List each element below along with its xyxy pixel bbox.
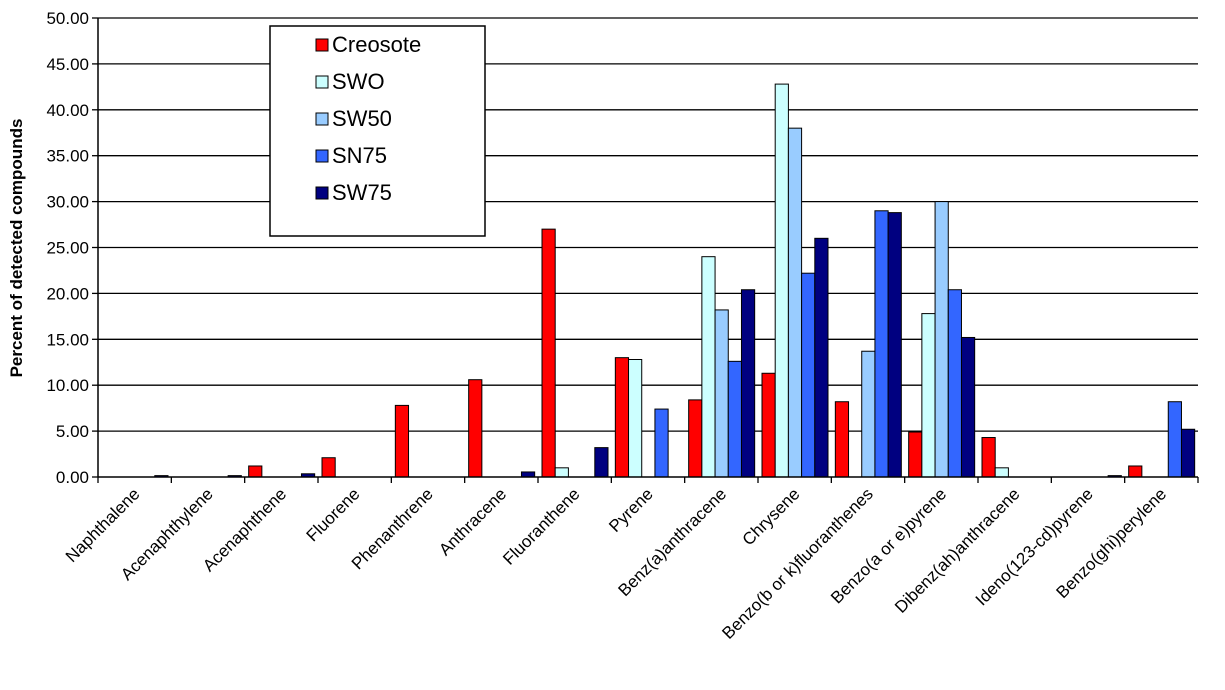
legend-box bbox=[269, 25, 486, 237]
bar-sw50-8 bbox=[714, 309, 729, 478]
bar-sw75-10 bbox=[887, 212, 902, 478]
legend-label-sw75: SW75 bbox=[332, 180, 392, 205]
bar-creosote-14 bbox=[1128, 465, 1143, 478]
bar-sn75-7 bbox=[654, 408, 669, 478]
y-axis-title: Percent of detected compounds bbox=[7, 119, 26, 378]
bar-sw75-8 bbox=[740, 289, 756, 478]
bar-creosote-2 bbox=[248, 465, 263, 478]
bar-creosote-11 bbox=[908, 431, 923, 478]
bar-swo-11 bbox=[921, 313, 936, 478]
bar-sn75-10 bbox=[874, 210, 889, 478]
bar-sn75-14 bbox=[1167, 401, 1182, 478]
y-ticks: 0.00 5.00 10.00 15.00 20.00 25.00 30.00 35.00 40… bbox=[46, 9, 98, 487]
legend-swatch-sw50 bbox=[315, 112, 329, 126]
bar-creosote-10 bbox=[834, 401, 850, 478]
bar-creosote-5 bbox=[468, 379, 483, 478]
bar-sw75-9 bbox=[814, 237, 829, 478]
bar-swo-6 bbox=[554, 467, 569, 478]
bar-creosote-3 bbox=[321, 457, 336, 478]
bar-sw50-9 bbox=[787, 127, 803, 478]
bar-sw75-5 bbox=[520, 471, 536, 478]
legend-label-swo: SWO bbox=[332, 69, 385, 94]
bar-sn75-9 bbox=[801, 272, 816, 478]
bar-creosote-7 bbox=[614, 357, 630, 478]
y-tick-label: 50.00 bbox=[46, 9, 89, 28]
y-tick-label: 40.00 bbox=[46, 101, 89, 120]
y-tick-label: 0.00 bbox=[56, 468, 89, 487]
legend-label-sw50: SW50 bbox=[332, 106, 392, 131]
bar-sw75-14 bbox=[1180, 428, 1196, 478]
legend-label-sn75: SN75 bbox=[332, 143, 387, 168]
bar-sw75-11 bbox=[960, 336, 976, 478]
y-tick-label: 20.00 bbox=[46, 284, 89, 303]
bar-sw50-11 bbox=[934, 201, 949, 478]
bar-creosote-8 bbox=[688, 399, 703, 478]
legend-swatch-sn75 bbox=[315, 149, 329, 163]
x-tick-label: Chrysene bbox=[739, 484, 804, 549]
bar-sw50-10 bbox=[861, 350, 876, 478]
y-tick-label: 30.00 bbox=[46, 193, 89, 212]
bar-creosote-9 bbox=[761, 372, 776, 478]
x-tick-label: Anthracene bbox=[435, 484, 510, 559]
y-tick-label: 45.00 bbox=[46, 55, 89, 74]
legend-label-creosote: Creosote bbox=[332, 32, 421, 57]
y-tick-label: 25.00 bbox=[46, 239, 89, 258]
gridlines bbox=[98, 17, 1198, 432]
x-tick-label: Benzo(b or k)fluoranthenes bbox=[718, 484, 876, 642]
legend-swatch-creosote bbox=[315, 38, 329, 52]
bar-swo-8 bbox=[701, 256, 716, 478]
y-tick-label: 10.00 bbox=[46, 376, 89, 395]
bar-creosote-12 bbox=[981, 437, 996, 478]
y-tick-label: 5.00 bbox=[56, 422, 89, 441]
x-tick-label: Naphthalene bbox=[62, 484, 144, 566]
bar-sn75-11 bbox=[947, 289, 962, 478]
y-tick-label: 15.00 bbox=[46, 330, 89, 349]
legend: Creosote SWO SW50 SN75 SW75 bbox=[269, 25, 486, 237]
bar-sw75-6 bbox=[594, 447, 609, 478]
x-tick-label: Fluoranthene bbox=[499, 484, 583, 568]
bar-creosote-4 bbox=[394, 404, 410, 478]
bar-swo-7 bbox=[628, 358, 643, 478]
x-tick-label: Fluorene bbox=[303, 484, 364, 545]
legend-swatch-sw75 bbox=[315, 186, 329, 200]
y-tick-label: 35.00 bbox=[46, 147, 89, 166]
bar-swo-12 bbox=[994, 467, 1009, 478]
x-tick-label: Pyrene bbox=[605, 484, 657, 536]
x-tick-label: Dibenz(ah)anthracene bbox=[891, 484, 1023, 616]
bar-swo-9 bbox=[774, 83, 789, 478]
bars bbox=[154, 83, 1196, 478]
legend-swatch-swo bbox=[315, 75, 329, 89]
bar-creosote-6 bbox=[541, 228, 556, 478]
bar-sn75-8 bbox=[727, 360, 742, 478]
